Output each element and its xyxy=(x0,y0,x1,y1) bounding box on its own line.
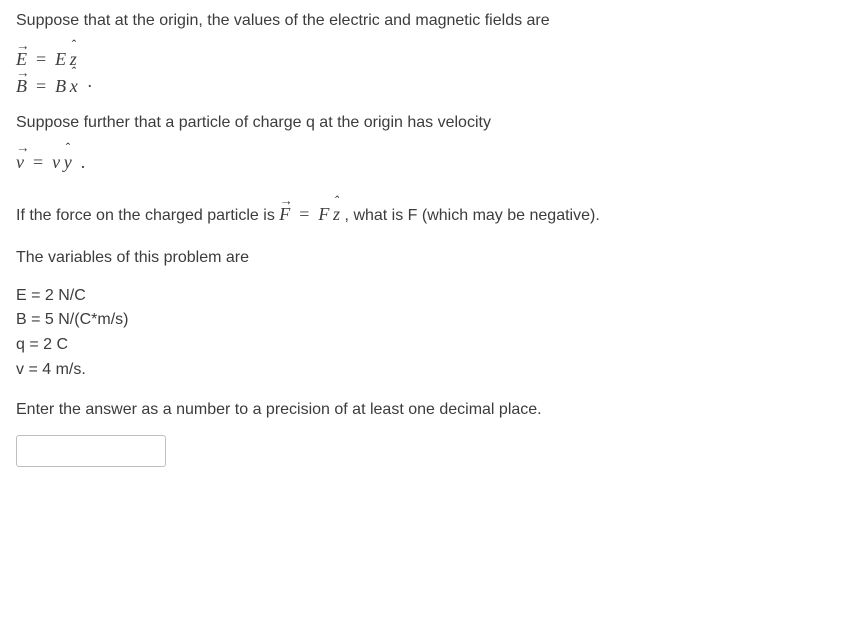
force-sentence: If the force on the charged particle is … xyxy=(16,202,839,227)
intro-text: Suppose that at the origin, the values o… xyxy=(16,10,839,32)
equation-B: →B = B ˆx · xyxy=(16,73,839,100)
scalar-B: B xyxy=(55,76,66,96)
vector-B-symbol: →B xyxy=(16,73,27,100)
equation-E: →E = E ˆz xyxy=(16,46,839,73)
zhat-F: ˆz xyxy=(333,202,340,227)
scalar-E: E xyxy=(55,49,66,69)
variable-list: E = 2 N/C B = 5 N/(C*m/s) q = 2 C v = 4 … xyxy=(16,284,839,383)
var-v: v = 4 m/s. xyxy=(16,358,839,383)
problem-page: Suppose that at the origin, the values o… xyxy=(0,0,855,620)
var-E: E = 2 N/C xyxy=(16,284,839,309)
answer-input[interactable] xyxy=(16,435,166,467)
scalar-F: F xyxy=(318,204,329,224)
precision-instruction: Enter the answer as a number to a precis… xyxy=(16,399,839,421)
equation-F: →F = F ˆz xyxy=(279,204,344,224)
var-q: q = 2 C xyxy=(16,333,839,358)
velocity-equation: →v = v ˆy . xyxy=(16,149,839,176)
force-sentence-pre: If the force on the charged particle is xyxy=(16,207,279,224)
vars-heading: The variables of this problem are xyxy=(16,247,839,269)
scalar-v: v xyxy=(52,152,60,172)
yhat: ˆy xyxy=(64,149,72,176)
var-B: B = 5 N/(C*m/s) xyxy=(16,308,839,333)
equation-v: →v = v ˆy . xyxy=(16,149,839,176)
xhat: ˆx xyxy=(70,73,78,100)
vector-F-symbol: →F xyxy=(279,202,290,227)
dot-B: · xyxy=(87,76,93,96)
charge-sentence: Suppose further that a particle of charg… xyxy=(16,112,839,134)
dot-v: . xyxy=(81,152,86,172)
field-equations: →E = E ˆz →B = B ˆx · xyxy=(16,46,839,100)
vector-v-symbol: →v xyxy=(16,149,24,176)
force-sentence-post: , what is F (which may be negative). xyxy=(345,207,600,224)
